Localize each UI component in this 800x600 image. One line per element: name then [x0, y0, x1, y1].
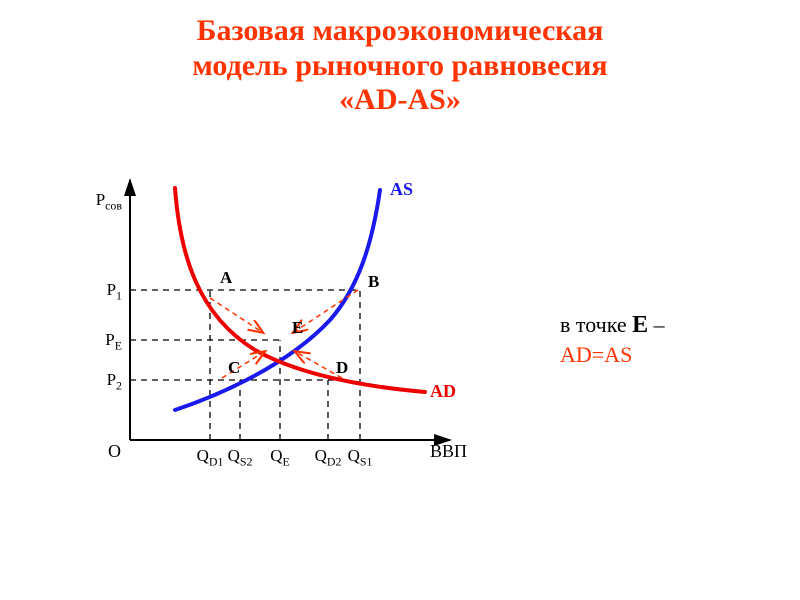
chart-labels-layer: Pсов P1 PE P2 QD1QS2 QE QD2 QS1 O ВВП AD AS A B C D E — [80, 160, 520, 490]
slide-title: Базовая макроэкономическая модель рыночн… — [0, 14, 800, 118]
title-line-2: модель рыночного равновесия — [0, 49, 800, 84]
x-tick-label: QD2 — [315, 446, 342, 469]
y-tick-label: PE — [105, 330, 122, 353]
y-tick-label: Pсов — [96, 190, 122, 213]
note-point: E — [632, 312, 648, 338]
x-axis-label: ВВП — [430, 441, 467, 462]
note-prefix: в точке — [560, 312, 632, 337]
title-line-1: Базовая макроэкономическая — [0, 14, 800, 49]
note-dash: – — [648, 312, 665, 337]
point-label-b: B — [368, 272, 379, 292]
title-line-3: «AD-AS» — [0, 83, 800, 118]
point-label-e: E — [292, 318, 303, 338]
origin-label: O — [108, 441, 121, 462]
point-label-d: D — [336, 358, 348, 378]
equilibrium-note: в точке E – AD=AS — [560, 310, 780, 370]
note-equation: AD=AS — [560, 342, 632, 367]
x-tick-label: QE — [270, 446, 290, 469]
point-label-a: A — [220, 268, 232, 288]
point-label-c: C — [228, 358, 240, 378]
x-tick-label: QS1 — [348, 446, 373, 469]
y-tick-label: P1 — [107, 280, 122, 303]
ad-as-chart: Pсов P1 PE P2 QD1QS2 QE QD2 QS1 O ВВП AD AS A B C D E — [80, 160, 520, 490]
x-tick-label: QS2 — [228, 446, 253, 469]
ad-curve-label: AD — [430, 381, 456, 402]
as-curve-label: AS — [390, 179, 413, 200]
y-tick-label: P2 — [107, 370, 122, 393]
x-tick-label: QD1 — [197, 446, 224, 469]
